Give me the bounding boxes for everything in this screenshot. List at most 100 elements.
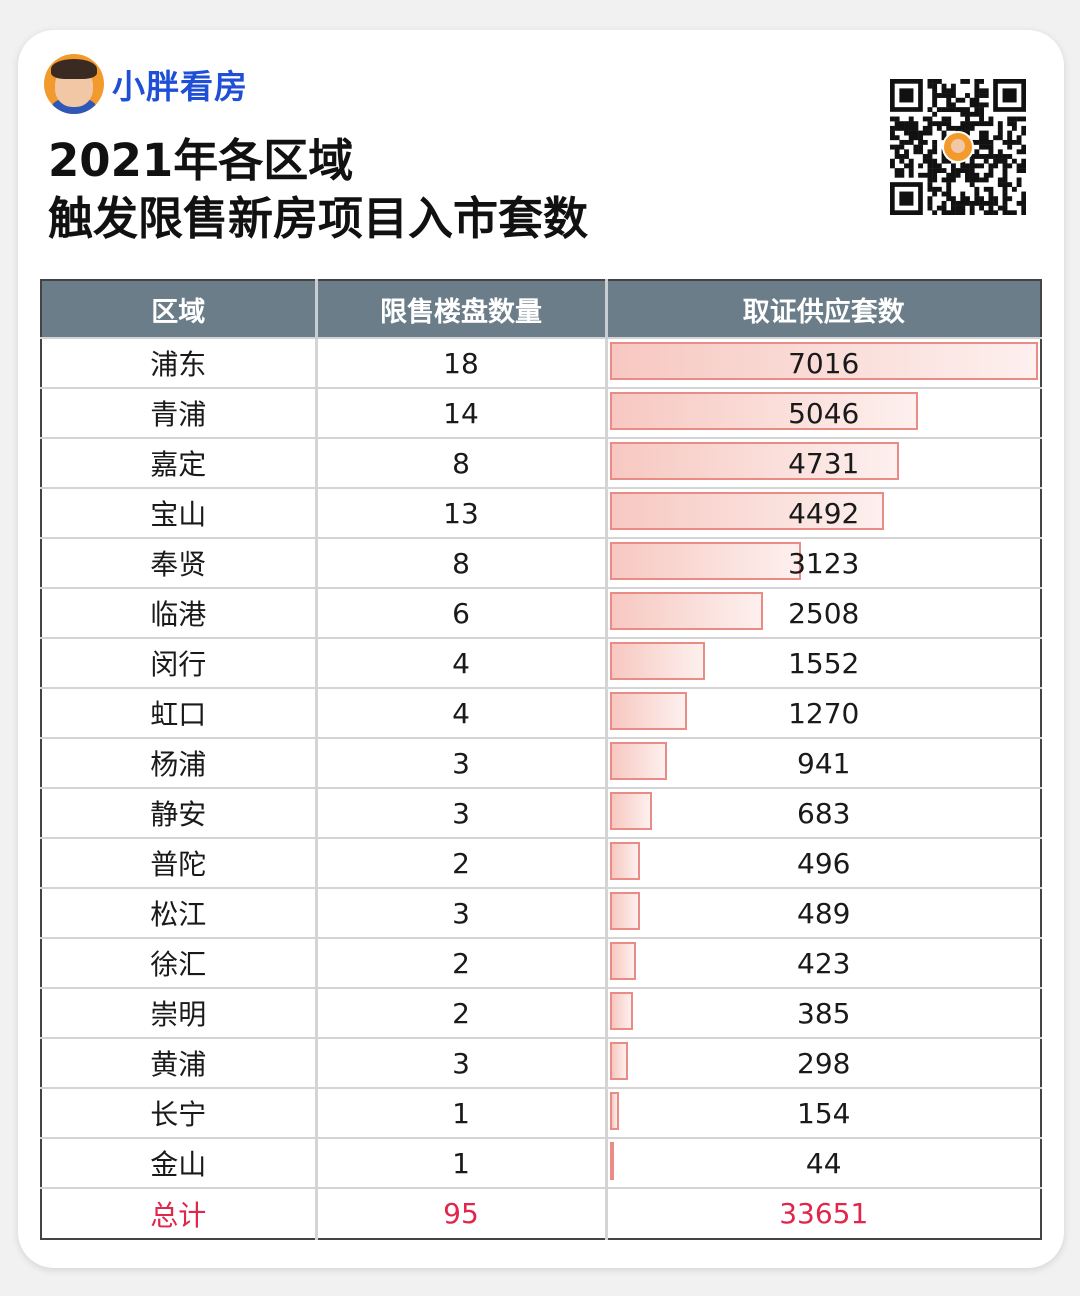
units-cell-text: 423: [797, 946, 851, 980]
projects-cell: 1: [314, 1137, 606, 1188]
table-row: 临港 6 2508: [41, 587, 1041, 638]
units-cell: 941: [604, 737, 1041, 788]
projects-cell-text: 8: [452, 446, 470, 480]
units-cell-text: 1270: [788, 696, 860, 730]
units-cell-text: 1552: [788, 646, 860, 680]
qr-code-icon: [890, 79, 1026, 215]
units-cell-text: 683: [797, 796, 851, 830]
value-bar: [609, 342, 1038, 380]
projects-cell: 2: [314, 987, 606, 1038]
district-cell-text: 徐汇: [150, 948, 207, 981]
district-cell: 青浦: [41, 387, 316, 438]
projects-cell-text: 3: [452, 896, 470, 930]
value-bar: [609, 492, 884, 530]
district-cell: 奉贤: [41, 537, 316, 588]
projects-cell: 14: [314, 387, 606, 438]
projects-cell: 2: [314, 837, 606, 888]
value-bar: [609, 992, 633, 1030]
projects-cell: 2: [314, 937, 606, 988]
title-line-1: 2021年各区域: [48, 134, 354, 187]
units-cell: 4731: [604, 437, 1041, 488]
district-cell-text: 长宁: [150, 1098, 207, 1131]
table-row: 松江 3 489: [41, 887, 1041, 938]
projects-cell: 8: [314, 437, 606, 488]
district-cell-text: 奉贤: [150, 548, 207, 581]
projects-cell: 8: [314, 537, 606, 588]
units-cell: 496: [604, 837, 1041, 888]
table-header-row: 区域 限售楼盘数量 取证供应套数: [41, 280, 1041, 338]
projects-cell-text: 6: [452, 596, 470, 630]
district-cell-text: 金山: [150, 1148, 207, 1181]
table-row: 闵行 4 1552: [41, 637, 1041, 688]
table-row: 青浦 14 5046: [41, 387, 1041, 438]
value-bar: [609, 942, 636, 980]
units-cell-text: 7016: [788, 346, 860, 380]
table-row: 浦东 18 7016: [41, 337, 1041, 388]
district-cell-text: 临港: [150, 598, 207, 631]
total-label: 总计: [41, 1187, 316, 1239]
units-cell: 683: [604, 787, 1041, 838]
units-cell: 423: [604, 937, 1041, 988]
projects-cell: 18: [314, 337, 606, 388]
projects-cell-text: 3: [452, 1046, 470, 1080]
value-bar: [609, 1142, 614, 1180]
projects-cell: 13: [314, 487, 606, 538]
supply-table: 区域 限售楼盘数量 取证供应套数 浦东 18 7016 青浦 14 5046 嘉定 8 4731…: [40, 279, 1042, 1240]
district-cell-text: 宝山: [150, 498, 207, 531]
projects-cell: 1: [314, 1087, 606, 1138]
projects-cell: 3: [314, 1037, 606, 1088]
units-cell-text: 3123: [788, 546, 860, 580]
header-projects: 限售楼盘数量: [314, 280, 606, 338]
table-row: 宝山 13 4492: [41, 487, 1041, 538]
projects-cell: 4: [314, 687, 606, 738]
value-bar: [609, 592, 763, 630]
district-cell: 虹口: [41, 687, 316, 738]
district-cell-text: 青浦: [150, 398, 207, 431]
brand-name: 小胖看房: [112, 67, 248, 106]
units-cell: 385: [604, 987, 1041, 1038]
units-cell: 489: [604, 887, 1041, 938]
district-cell: 崇明: [41, 987, 316, 1038]
table-row: 长宁 1 154: [41, 1087, 1041, 1138]
district-cell: 金山: [41, 1137, 316, 1188]
value-bar: [609, 642, 705, 680]
units-cell-text: 154: [797, 1096, 851, 1130]
district-cell: 宝山: [41, 487, 316, 538]
projects-cell: 4: [314, 637, 606, 688]
brand: 小胖看房: [44, 54, 248, 114]
avatar-icon: [44, 54, 104, 114]
district-cell: 长宁: [41, 1087, 316, 1138]
value-bar: [609, 442, 899, 480]
units-cell: 5046: [604, 387, 1041, 438]
units-cell: 1552: [604, 637, 1041, 688]
table-row: 虹口 4 1270: [41, 687, 1041, 738]
value-bar: [609, 792, 652, 830]
district-cell: 杨浦: [41, 737, 316, 788]
units-cell-text: 4492: [788, 496, 860, 530]
table-row: 静安 3 683: [41, 787, 1041, 838]
district-cell-text: 虹口: [150, 698, 207, 731]
district-cell: 浦东: [41, 337, 316, 388]
district-cell-text: 嘉定: [150, 448, 207, 481]
table-row: 奉贤 8 3123: [41, 537, 1041, 588]
projects-cell: 3: [314, 737, 606, 788]
table-row: 普陀 2 496: [41, 837, 1041, 888]
projects-cell-text: 1: [452, 1146, 470, 1180]
table-row: 杨浦 3 941: [41, 737, 1041, 788]
projects-cell-text: 3: [452, 796, 470, 830]
district-cell-text: 静安: [150, 798, 207, 831]
district-cell-text: 普陀: [150, 848, 207, 881]
units-cell: 4492: [604, 487, 1041, 538]
header-district: 区域: [41, 280, 316, 338]
district-cell: 徐汇: [41, 937, 316, 988]
units-cell: 154: [604, 1087, 1041, 1138]
total-units: 33651: [604, 1187, 1041, 1239]
projects-cell: 3: [314, 887, 606, 938]
value-bar: [609, 692, 687, 730]
units-cell: 1270: [604, 687, 1041, 738]
district-cell: 松江: [41, 887, 316, 938]
projects-cell-text: 3: [452, 746, 470, 780]
district-cell-text: 崇明: [150, 998, 207, 1031]
units-cell-text: 4731: [788, 446, 860, 480]
title-line-2: 触发限售新房项目入市套数: [48, 192, 589, 245]
